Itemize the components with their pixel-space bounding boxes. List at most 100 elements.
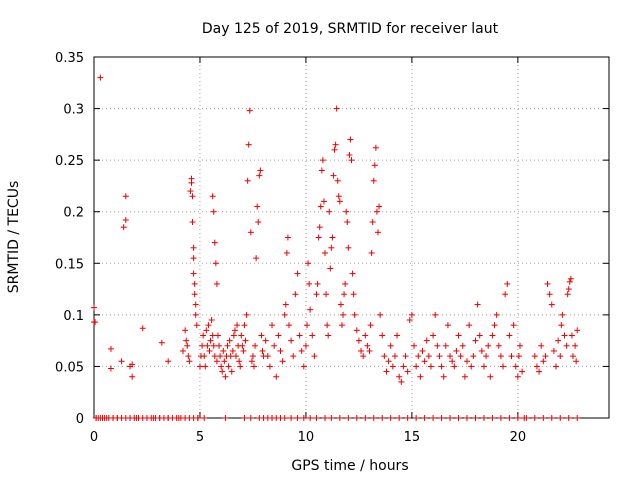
- data-point: [239, 342, 246, 349]
- data-point: [210, 208, 217, 215]
- data-point: [455, 415, 462, 421]
- data-point: [476, 332, 483, 339]
- data-point: [222, 373, 229, 380]
- data-point: [241, 322, 248, 329]
- data-point: [559, 311, 566, 318]
- data-point: [309, 332, 316, 339]
- data-point: [427, 363, 434, 370]
- data-point: [415, 353, 422, 360]
- data-point: [478, 347, 485, 354]
- data-point: [438, 363, 445, 370]
- data-point: [514, 415, 521, 421]
- data-point: [345, 244, 352, 251]
- data-point: [491, 322, 498, 329]
- data-point: [453, 347, 460, 354]
- data-point: [332, 141, 339, 148]
- data-point: [264, 353, 271, 360]
- axis-ticks: 0 0.05 0.1 0.15 0.2 0.25 0.3 0.35 0 5 10 15 20: [55, 51, 609, 445]
- data-point: [489, 332, 496, 339]
- data-point: [572, 342, 579, 349]
- data-point: [557, 353, 564, 360]
- data-point: [246, 107, 253, 114]
- data-point: [366, 347, 373, 354]
- data-point: [319, 157, 326, 164]
- data-point: [206, 347, 213, 354]
- data-point: [434, 342, 441, 349]
- data-point: [275, 332, 282, 339]
- data-point: [442, 342, 449, 349]
- data-point: [271, 342, 278, 349]
- data-point: [229, 347, 236, 354]
- data-point: [209, 332, 216, 339]
- data-point: [348, 157, 355, 164]
- data-point: [573, 358, 580, 365]
- data-point: [205, 322, 212, 329]
- data-point: [436, 353, 443, 360]
- data-point: [544, 280, 551, 287]
- data-point: [190, 270, 197, 277]
- data-point: [122, 193, 129, 200]
- y-tick-label: 0.3: [63, 103, 84, 118]
- data-point: [180, 347, 187, 354]
- data-point: [192, 311, 199, 318]
- data-point: [231, 327, 238, 334]
- data-point: [242, 337, 249, 344]
- data-point: [423, 337, 430, 344]
- data-point: [459, 342, 466, 349]
- data-point: [191, 291, 198, 298]
- data-point: [211, 239, 218, 246]
- y-tick-label: 0.15: [55, 257, 84, 272]
- data-point: [222, 415, 229, 421]
- data-point: [387, 415, 394, 421]
- data-point: [421, 415, 428, 421]
- data-point: [353, 415, 360, 421]
- data-point: [421, 358, 428, 365]
- data-point: [540, 415, 547, 421]
- data-point: [241, 415, 248, 421]
- x-tick-label: 5: [196, 430, 204, 445]
- data-point: [347, 136, 354, 143]
- data-point: [485, 342, 492, 349]
- data-point: [564, 291, 571, 298]
- data-point: [370, 177, 377, 184]
- data-point: [323, 291, 330, 298]
- data-point: [336, 415, 343, 421]
- data-point: [255, 219, 262, 226]
- data-point: [574, 415, 581, 421]
- data-point: [317, 203, 324, 210]
- data-point: [470, 353, 477, 360]
- data-point: [343, 208, 350, 215]
- data-point: [285, 322, 292, 329]
- data-point: [288, 337, 295, 344]
- data-point: [563, 342, 570, 349]
- data-point: [247, 415, 254, 421]
- data-point: [232, 353, 239, 360]
- data-point: [432, 311, 439, 318]
- data-point: [349, 270, 356, 277]
- data-point: [464, 358, 471, 365]
- data-point: [557, 415, 564, 421]
- data-point: [533, 363, 540, 370]
- data-point: [425, 353, 432, 360]
- data-point: [447, 353, 454, 360]
- data-point: [324, 322, 331, 329]
- data-point: [208, 317, 215, 324]
- y-tick-label: 0.2: [63, 206, 84, 221]
- data-point: [226, 337, 233, 344]
- data-point: [202, 363, 209, 370]
- data-point: [440, 373, 447, 380]
- data-point: [201, 353, 208, 360]
- data-point: [322, 415, 329, 421]
- data-point: [400, 363, 407, 370]
- data-point: [328, 415, 335, 421]
- data-point: [187, 188, 194, 195]
- data-point: [258, 332, 265, 339]
- data-point: [346, 151, 353, 158]
- data-point: [200, 332, 207, 339]
- data-point: [338, 322, 345, 329]
- data-point: [243, 311, 250, 318]
- data-point: [249, 353, 256, 360]
- data-point: [322, 249, 329, 256]
- data-point: [314, 280, 321, 287]
- data-point: [213, 280, 220, 287]
